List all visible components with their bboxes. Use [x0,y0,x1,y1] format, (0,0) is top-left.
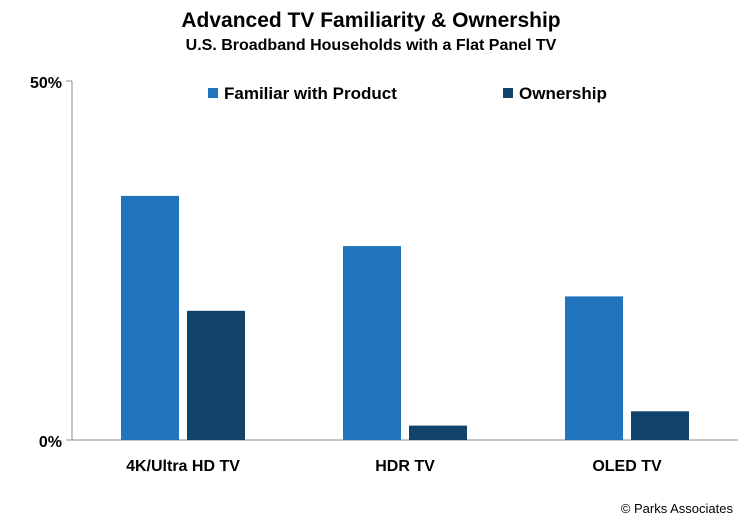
category-label-hdr-tv: HDR TV [375,458,435,475]
legend-swatch-ownership [503,88,513,98]
legend-label-ownership: Ownership [519,84,607,103]
category-label-4k-ultra-hd-tv: 4K/Ultra HD TV [126,458,240,475]
legend: Familiar with Product Ownership [208,84,607,103]
y-tick-label-min: 0% [39,434,62,451]
legend-label-familiar: Familiar with Product [224,84,397,103]
credit-text: © Parks Associates [621,501,734,516]
category-label-oled-tv: OLED TV [592,458,662,475]
category-labels: 4K/Ultra HD TV HDR TV OLED TV [126,458,662,475]
y-axis: 50% 0% [30,75,73,451]
chart-title: Advanced TV Familiarity & Ownership [181,9,560,32]
bar-ownership-oled-tv [631,411,689,440]
bar-familiar-with-product-4k-ultra-hd-tv [121,195,179,440]
chart-subtitle: U.S. Broadband Households with a Flat Pa… [186,37,557,54]
bar-ownership-hdr-tv [409,425,467,440]
legend-swatch-familiar [208,88,218,98]
bar-familiar-with-product-oled-tv [565,296,623,440]
bar-ownership-4k-ultra-hd-tv [187,310,245,440]
bar-familiar-with-product-hdr-tv [343,246,401,440]
bars [121,195,689,440]
y-tick-label-max: 50% [30,75,62,92]
